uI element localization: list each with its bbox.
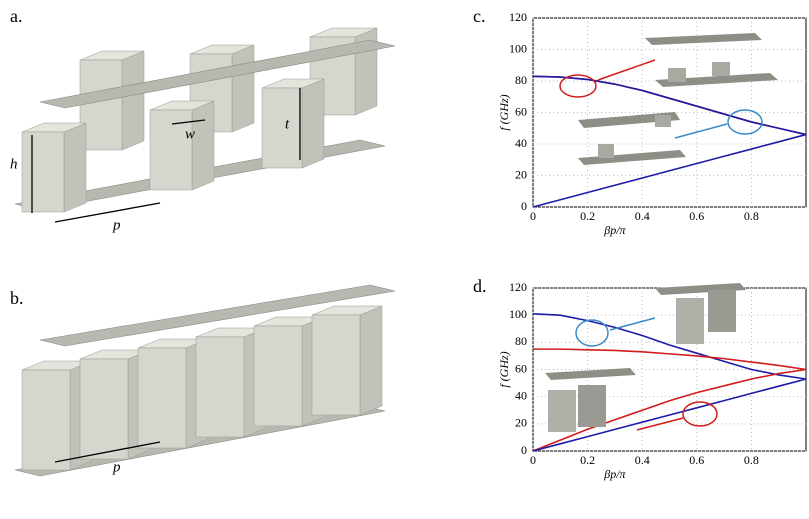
y-tick-label: 20 xyxy=(515,167,527,181)
series-line xyxy=(532,75,807,136)
y-tick-label: 40 xyxy=(515,136,527,150)
inset-block xyxy=(712,62,730,76)
series-line xyxy=(533,348,807,371)
inset-block xyxy=(668,68,686,82)
inset-plate xyxy=(545,368,636,380)
x-axis-label: βp/π xyxy=(603,223,626,237)
inset-plate xyxy=(578,112,680,128)
y-tick-label: 60 xyxy=(515,104,527,118)
inset-block xyxy=(676,298,704,344)
y-tick-label: 20 xyxy=(515,416,527,430)
inset-block xyxy=(655,115,671,127)
y-tick-label: 80 xyxy=(515,73,527,87)
series-line xyxy=(532,378,807,452)
dimension-label: h xyxy=(10,156,18,172)
y-tick-label: 120 xyxy=(509,280,527,294)
inset-block xyxy=(548,390,576,432)
ellipse xyxy=(727,109,763,135)
arrow xyxy=(54,441,161,463)
panel-label: d. xyxy=(473,276,487,296)
block-front xyxy=(21,131,65,213)
x-tick-label: 0.8 xyxy=(744,209,759,223)
dimension-label: p xyxy=(112,459,121,475)
panel-label: b. xyxy=(10,288,24,308)
dimension-label: w xyxy=(185,126,195,142)
y-tick-label: 40 xyxy=(515,388,527,402)
series-line xyxy=(532,368,807,452)
ellipse xyxy=(575,319,609,347)
arrow xyxy=(609,317,656,331)
block-front xyxy=(261,87,303,169)
y-axis-label: f (GHz) xyxy=(497,351,511,387)
block-side xyxy=(301,78,325,169)
x-tick-label: 0.6 xyxy=(689,453,704,467)
annotations xyxy=(559,59,763,431)
block-front xyxy=(79,59,123,151)
plate xyxy=(39,39,396,109)
y-tick-label: 0 xyxy=(521,443,527,457)
series-line xyxy=(532,313,807,380)
dimension-label: p xyxy=(112,217,121,233)
ellipse xyxy=(559,74,597,98)
block-side xyxy=(121,50,145,151)
insets xyxy=(545,33,778,432)
block-front xyxy=(195,336,245,438)
y-tick-label: 100 xyxy=(509,307,527,321)
inset-plate xyxy=(655,73,778,87)
series-line xyxy=(532,133,807,208)
y-axis-label: f (GHz) xyxy=(497,94,511,130)
inset-block xyxy=(598,144,614,158)
inset-plate xyxy=(655,283,746,295)
inset-block xyxy=(708,290,736,332)
y-tick-label: 80 xyxy=(515,334,527,348)
arrow xyxy=(636,417,684,431)
block-front xyxy=(21,369,71,471)
arrow xyxy=(674,123,728,139)
plate xyxy=(39,284,396,347)
block-front xyxy=(253,325,303,427)
x-tick-label: 0.2 xyxy=(580,209,595,223)
arrow xyxy=(171,119,206,125)
inset-plate xyxy=(578,150,686,165)
dimension-label: t xyxy=(285,116,290,132)
x-tick-label: 0.4 xyxy=(635,453,650,467)
diagram xyxy=(14,27,396,477)
block-side xyxy=(63,122,87,213)
inset-block xyxy=(578,385,606,427)
block-front xyxy=(311,314,361,416)
block-side xyxy=(231,44,255,133)
x-tick-label: 0.4 xyxy=(635,209,650,223)
ellipse xyxy=(682,401,718,427)
block-front xyxy=(137,347,187,449)
block-front xyxy=(149,109,193,191)
block-side xyxy=(359,305,383,416)
x-tick-label: 0.2 xyxy=(580,453,595,467)
y-tick-label: 60 xyxy=(515,361,527,375)
block-side xyxy=(191,100,215,191)
x-tick-label: 0.6 xyxy=(689,209,704,223)
x-tick-label: 0.8 xyxy=(744,453,759,467)
block-front xyxy=(79,358,129,460)
y-tick-label: 120 xyxy=(509,10,527,24)
x-tick-label: 0 xyxy=(530,209,536,223)
panel-label: a. xyxy=(10,6,23,26)
inset-plate xyxy=(645,33,762,45)
panel-label: c. xyxy=(473,6,486,26)
x-axis-label: βp/π xyxy=(603,467,626,481)
y-tick-label: 0 xyxy=(521,199,527,213)
y-tick-label: 100 xyxy=(509,41,527,55)
arrow xyxy=(54,202,161,223)
x-tick-label: 0 xyxy=(530,453,536,467)
arrow xyxy=(597,59,656,81)
dimension-marks xyxy=(31,88,301,463)
